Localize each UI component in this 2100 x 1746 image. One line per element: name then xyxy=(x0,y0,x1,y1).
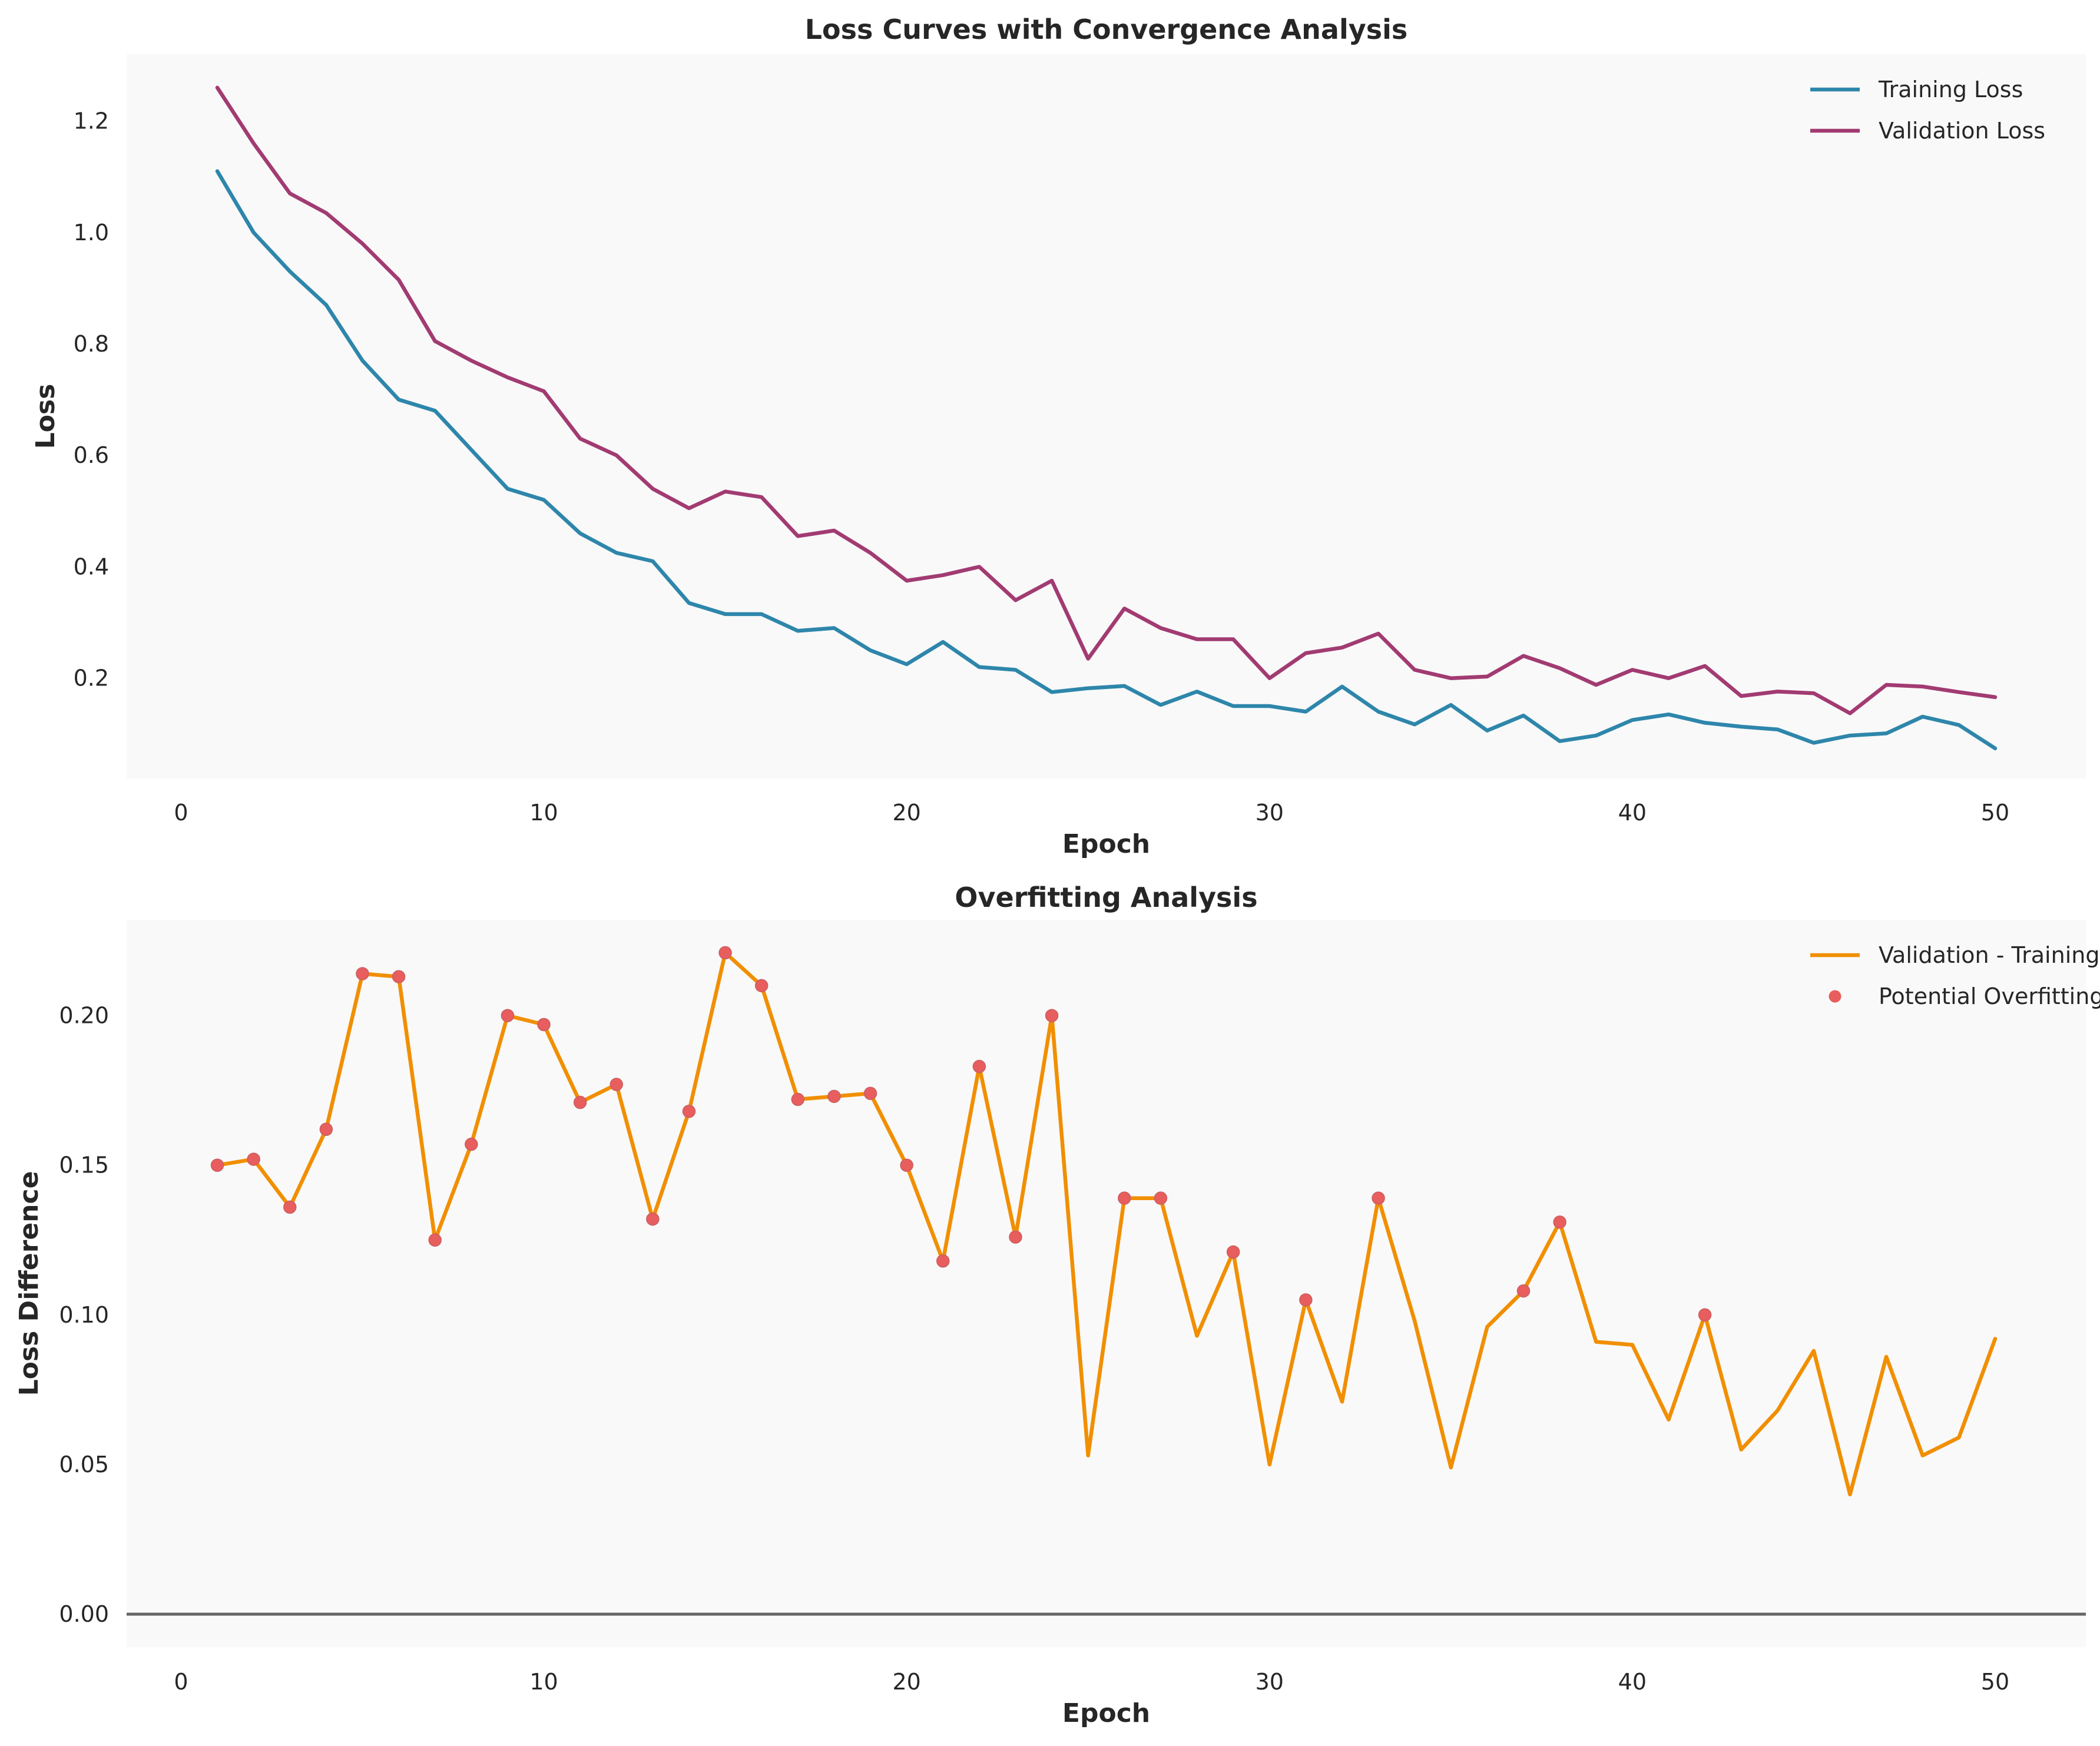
series-line-training-loss xyxy=(215,169,1998,751)
x-axis-label: Epoch xyxy=(1062,1698,1150,1728)
overfitting-point xyxy=(791,1092,805,1106)
x-tick-label: 20 xyxy=(892,800,920,826)
overfitting-point xyxy=(1516,1284,1531,1298)
overfitting-point xyxy=(356,967,369,980)
overfitting-point xyxy=(1299,1293,1313,1307)
x-axis-label: Epoch xyxy=(1062,829,1150,859)
y-tick-label: 0.10 xyxy=(59,1302,109,1328)
overfitting-point xyxy=(1118,1191,1131,1205)
y-tick-label: 0.15 xyxy=(59,1152,109,1178)
x-tick-label: 40 xyxy=(1618,800,1647,826)
x-tick-label: 40 xyxy=(1618,1669,1647,1695)
overfitting-point xyxy=(827,1089,841,1104)
overfitting-point xyxy=(900,1158,913,1172)
x-tick-label: 50 xyxy=(1981,800,2009,826)
overfitting-point xyxy=(718,946,732,960)
legend-label-potential-overfitting: Potential Overfitting xyxy=(1879,983,2100,1009)
x-tick-label: 30 xyxy=(1256,1669,1284,1695)
overfitting-point xyxy=(754,979,769,993)
legend-label-validation-loss: Validation Loss xyxy=(1879,118,2045,144)
chart-title: Loss Curves with Convergence Analysis xyxy=(805,14,1407,45)
overfitting-point xyxy=(1009,1230,1022,1244)
y-tick-label: 1.2 xyxy=(74,108,109,134)
y-tick-label: 0.00 xyxy=(59,1601,109,1627)
y-axis-label: Loss xyxy=(31,384,61,449)
x-tick-label: 10 xyxy=(529,1669,558,1695)
overfitting-point xyxy=(972,1059,986,1074)
x-tick-label: 0 xyxy=(174,800,188,826)
series-potential-overfitting xyxy=(210,946,1712,1322)
overfitting-point xyxy=(1372,1191,1385,1205)
legend: Training Loss Validation Loss xyxy=(1810,77,2045,144)
plot-area xyxy=(127,920,2086,1647)
overfitting-point xyxy=(1553,1215,1566,1229)
legend-label-training-loss: Training Loss xyxy=(1878,77,2023,102)
chart-0-loss-curves-with-convergence-analysis: Loss Curves with Convergence Analysis Epo… xyxy=(31,14,2086,859)
overfitting-point xyxy=(646,1212,660,1226)
x-tick-label: 0 xyxy=(174,1669,188,1695)
y-tick-label: 1.0 xyxy=(74,220,109,246)
x-tick-label: 10 xyxy=(529,800,558,826)
y-axis-label: Loss Difference xyxy=(14,1171,44,1396)
overfitting-point xyxy=(210,1158,224,1172)
chart-1-overfitting-analysis: Overfitting Analysis Epoch Loss Difference… xyxy=(14,882,2100,1728)
y-tick-label: 0.20 xyxy=(59,1003,109,1029)
overfitting-point xyxy=(501,1009,515,1022)
chart-title: Overfitting Analysis xyxy=(955,882,1257,913)
overfitting-point xyxy=(573,1095,587,1109)
overfitting-point xyxy=(610,1078,623,1091)
overfitting-point xyxy=(247,1152,260,1166)
legend: Validation - Training Potential Overfitti… xyxy=(1810,942,2100,1009)
overfitting-point xyxy=(465,1137,478,1151)
overfitting-point xyxy=(319,1122,333,1137)
overfitting-point xyxy=(1698,1308,1712,1322)
plot-area xyxy=(127,54,2086,778)
x-tick-label: 30 xyxy=(1256,800,1284,826)
y-tick-label: 0.2 xyxy=(74,665,109,691)
y-tick-label: 0.4 xyxy=(74,554,109,579)
x-tick-label: 50 xyxy=(1981,1669,2009,1695)
y-tick-label: 0.6 xyxy=(74,442,109,468)
overfitting-point xyxy=(537,1018,551,1032)
overfitting-point xyxy=(428,1233,442,1247)
overfitting-point xyxy=(1154,1191,1168,1205)
overfitting-point xyxy=(863,1086,877,1101)
legend-marker-potential-overfitting xyxy=(1829,990,1841,1003)
overfitting-point xyxy=(283,1200,297,1214)
overfitting-point xyxy=(392,970,406,983)
y-tick-label: 0.8 xyxy=(74,331,109,357)
x-tick-label: 20 xyxy=(892,1669,920,1695)
legend-label-validation-training: Validation - Training xyxy=(1879,942,2099,968)
y-tick-label: 0.05 xyxy=(59,1452,109,1477)
overfitting-point xyxy=(936,1254,950,1268)
series-line-validation-loss xyxy=(215,85,1998,715)
overfitting-point xyxy=(682,1105,696,1118)
overfitting-point xyxy=(1226,1245,1240,1259)
overfitting-point xyxy=(1045,1009,1059,1022)
